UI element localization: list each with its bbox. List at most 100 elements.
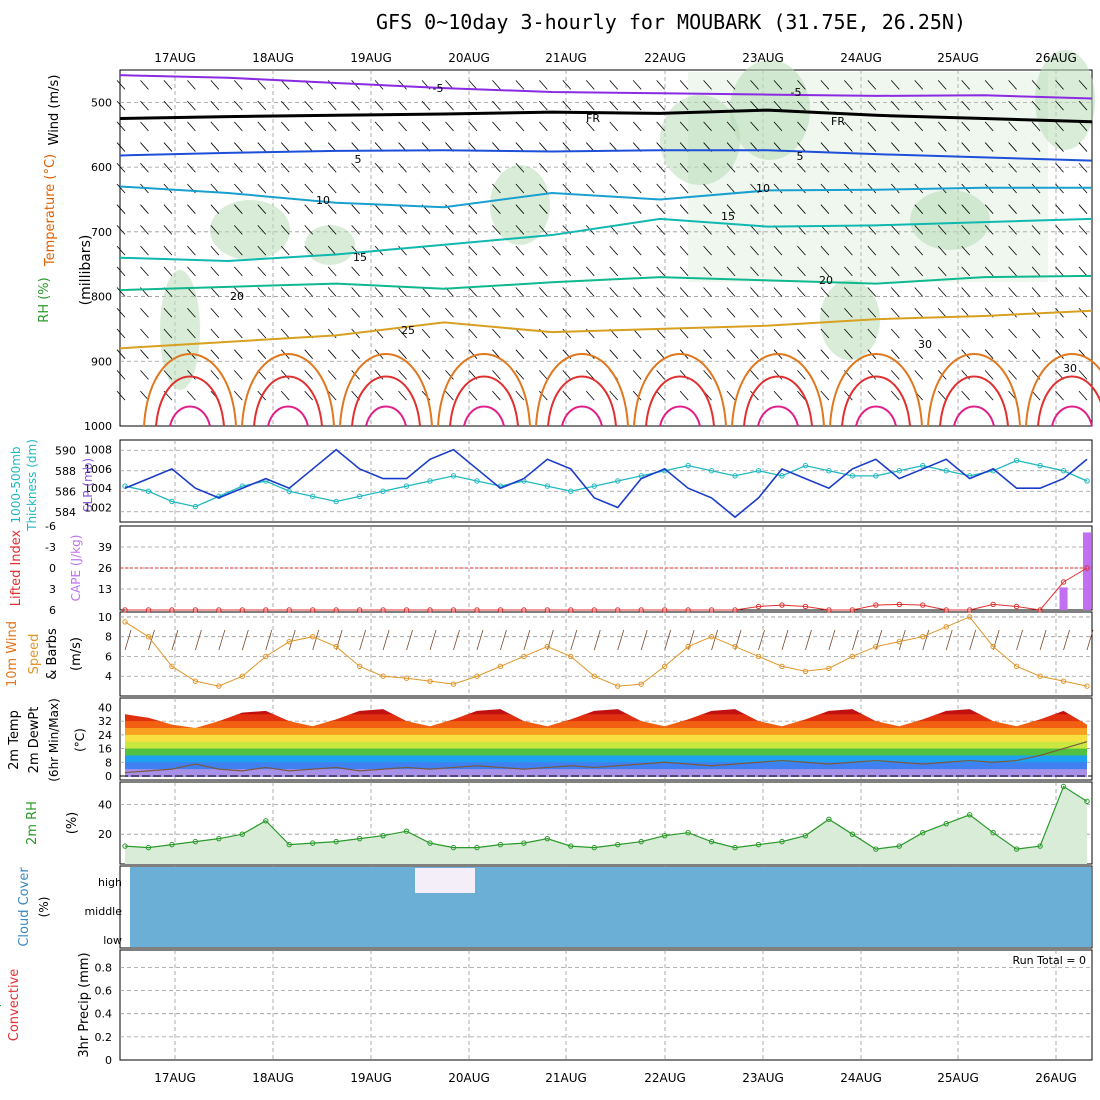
thickness-series-point [873,473,879,479]
wind-barb [163,349,173,359]
wind-barb [398,183,407,194]
wind-barb [890,245,900,256]
wind-barb [984,287,994,297]
contour-label: 10 [316,194,330,207]
rh-series-point [286,841,292,848]
wind-barb [585,142,595,152]
wind-barb [1008,80,1017,90]
wind-barb [773,328,783,339]
rh-series-point [873,846,879,852]
rh-series-point [896,843,902,849]
wind-barb [374,163,384,173]
wind-barb [210,328,220,339]
wind-barb [1078,307,1088,318]
wind-barb [234,266,243,277]
wind-barb [585,287,595,297]
li-series-point [1084,565,1090,571]
li-series [125,567,1088,611]
wind-barb [703,307,712,318]
rh-series-point [920,829,926,836]
li-series-point [1037,607,1043,613]
wind-barb [140,142,149,152]
wind-barb [961,142,970,152]
thickness-series-point [920,462,926,469]
wind-barb [304,349,314,359]
wind-barb [280,307,290,318]
cloud-panel [119,865,1093,949]
wind10-series-point [943,624,949,630]
wind-barb [914,287,924,297]
cape-tick: 13 [98,583,112,596]
pressure-tick: 900 [91,355,112,368]
wind-barb [820,287,830,297]
wind-barb [492,328,501,339]
thickness-series-point [427,478,433,484]
wind-barb [468,183,478,194]
li-series-point [169,607,175,613]
contour-label: -5 [433,82,444,95]
temp-band [125,769,1087,777]
wind-barb [468,163,478,173]
rh-series-point [966,812,973,818]
wind-barb [609,163,619,173]
wind-barb [797,349,806,359]
wind-barb [210,349,220,359]
wind-barb [984,142,994,152]
wind10-series-point [1084,683,1090,689]
wind10-series-point [896,638,902,645]
wind10-barb [828,629,836,651]
wind-barb [750,121,759,132]
wind-barb [304,183,314,194]
wind-barb [797,142,806,152]
wind-barb [961,245,970,256]
wind-barb [515,349,525,359]
wind-barb [984,370,994,380]
wind-barb [867,245,877,256]
isotherm-40 [561,405,603,427]
wind-barb [844,287,853,297]
wind-barb [656,121,665,132]
wind10-barb [1086,629,1094,651]
wind-barb [562,142,572,152]
wind-barb [773,100,783,111]
wind-barb [703,349,712,359]
wind-barb [280,225,290,235]
wind-barb [327,287,337,297]
wind-barb [257,266,267,277]
wind-barb [234,245,243,256]
wind-barb [867,328,877,339]
wind-barb [468,349,478,359]
wind-barb [187,80,196,90]
thickness-series-point [333,498,339,505]
wind-barb [562,100,572,111]
wind-barb [116,80,126,90]
wind10-barb [805,629,812,651]
wind10-series-point [192,678,199,684]
ylabel-rh: RH (%) [37,277,52,322]
wind10-barb [898,629,906,651]
wind-barb [257,307,267,318]
pressure-tick: 800 [91,291,112,304]
wind-barb [257,80,267,90]
wind-barb [773,266,783,277]
wind-barb [890,100,900,111]
wind-barb [304,121,314,132]
wind-barb [445,349,454,359]
wind-barb [632,100,642,111]
wind-barb [867,225,877,235]
rh-series-point [661,832,668,839]
wind-barb [327,390,337,401]
temp-band [125,734,1087,743]
wind-barb [890,349,900,359]
wind-barb [609,80,619,90]
isotherm-35 [1037,375,1100,427]
thickness-series-point [1037,462,1043,469]
wind-barb [163,80,173,90]
wind-barb [140,245,149,256]
thickness-series-point [591,483,597,489]
wind-barb [679,183,689,194]
rh-series-point [333,838,339,845]
wind-barb [445,307,454,318]
precip-tick: 0.6 [95,985,113,998]
wind-barb [257,163,267,173]
